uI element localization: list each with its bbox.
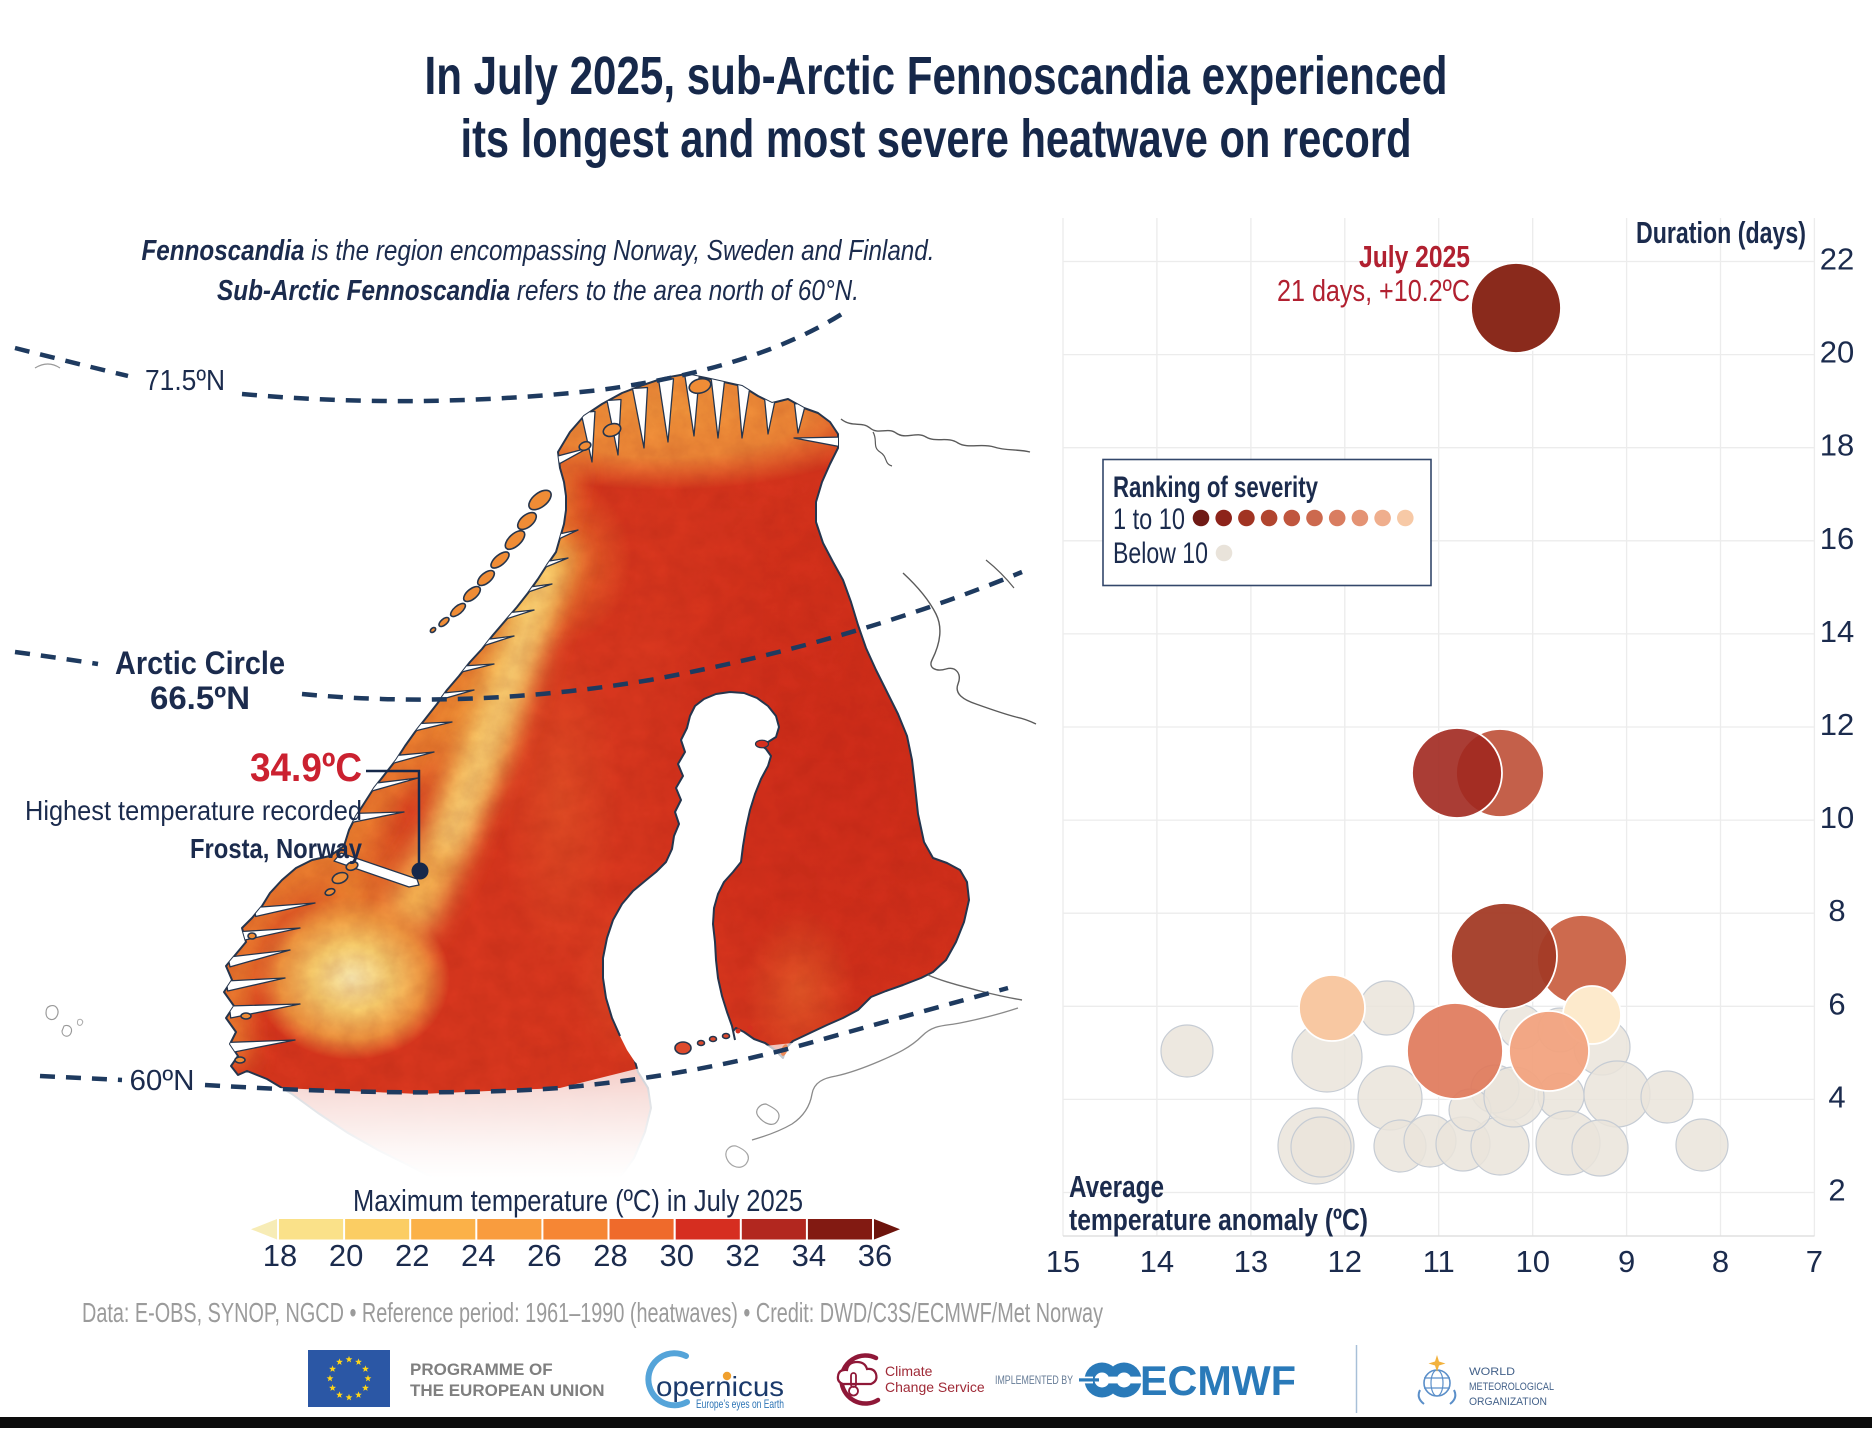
svg-text:PROGRAMME OF: PROGRAMME OF <box>410 1360 553 1379</box>
svg-text:71.5ºN: 71.5ºN <box>145 365 225 397</box>
svg-text:18: 18 <box>263 1238 297 1273</box>
svg-text:15: 15 <box>1046 1244 1080 1279</box>
svg-text:10: 10 <box>1515 1244 1549 1279</box>
svg-text:Fennoscandia is the region enc: Fennoscandia is the region encompassing … <box>142 235 935 267</box>
svg-text:Below 10: Below 10 <box>1113 537 1208 570</box>
svg-text:10: 10 <box>1820 800 1854 835</box>
svg-text:21 days, +10.2ºC: 21 days, +10.2ºC <box>1277 273 1470 308</box>
svg-text:IMPLEMENTED BY: IMPLEMENTED BY <box>995 1373 1073 1387</box>
svg-text:Sub-Arctic Fennoscandia refers: Sub-Arctic Fennoscandia refers to the ar… <box>217 275 859 307</box>
svg-text:Arctic Circle: Arctic Circle <box>115 645 285 681</box>
svg-text:Average: Average <box>1069 1169 1164 1204</box>
svg-text:20: 20 <box>329 1238 363 1273</box>
svg-text:18: 18 <box>1820 428 1854 463</box>
svg-text:temperature anomaly (ºC): temperature anomaly (ºC) <box>1069 1202 1368 1237</box>
svg-text:13: 13 <box>1234 1244 1268 1279</box>
svg-text:Duration (days): Duration (days) <box>1636 215 1806 250</box>
svg-text:30: 30 <box>659 1238 693 1273</box>
svg-text:Maximum temperature (ºC) in Ju: Maximum temperature (ºC) in July 2025 <box>353 1183 803 1218</box>
svg-text:14: 14 <box>1140 1244 1174 1279</box>
svg-text:its longest and most severe he: its longest and most severe heatwave on … <box>461 109 1412 169</box>
svg-text:Data: E-OBS, SYNOP, NGCD • Ref: Data: E-OBS, SYNOP, NGCD • Reference per… <box>82 1297 1103 1328</box>
svg-text:60ºN: 60ºN <box>130 1065 195 1097</box>
svg-text:26: 26 <box>527 1238 561 1273</box>
svg-text:2: 2 <box>1828 1173 1845 1208</box>
svg-text:In July 2025, sub-Arctic Fenno: In July 2025, sub-Arctic Fennoscandia ex… <box>425 46 1448 106</box>
svg-text:Frosta, Norway: Frosta, Norway <box>190 833 362 864</box>
svg-text:Europe’s eyes on Earth: Europe’s eyes on Earth <box>696 1397 784 1411</box>
svg-text:6: 6 <box>1828 986 1845 1021</box>
svg-text:11: 11 <box>1423 1244 1455 1279</box>
svg-text:34.9ºC: 34.9ºC <box>250 746 362 790</box>
svg-text:36: 36 <box>858 1238 892 1273</box>
svg-text:9: 9 <box>1618 1244 1635 1279</box>
svg-text:ECMWF: ECMWF <box>1140 1357 1296 1404</box>
svg-text:12: 12 <box>1820 707 1854 742</box>
svg-text:32: 32 <box>726 1238 760 1273</box>
svg-text:opernicus: opernicus <box>656 1371 784 1402</box>
svg-text:METEOROLOGICAL: METEOROLOGICAL <box>1469 1381 1554 1393</box>
svg-text:16: 16 <box>1820 521 1854 556</box>
svg-text:ORGANIZATION: ORGANIZATION <box>1469 1396 1547 1408</box>
svg-text:Change Service: Change Service <box>885 1379 985 1395</box>
svg-text:34: 34 <box>792 1238 826 1273</box>
svg-text:22: 22 <box>395 1238 429 1273</box>
svg-text:28: 28 <box>593 1238 627 1273</box>
svg-text:7: 7 <box>1806 1244 1823 1279</box>
svg-text:Ranking of severity: Ranking of severity <box>1113 471 1318 504</box>
svg-text:8: 8 <box>1712 1244 1729 1279</box>
svg-text:WORLD: WORLD <box>1469 1366 1515 1378</box>
svg-text:THE EUROPEAN UNION: THE EUROPEAN UNION <box>410 1381 605 1400</box>
svg-text:14: 14 <box>1820 614 1854 649</box>
svg-text:1 to 10: 1 to 10 <box>1113 503 1185 536</box>
svg-text:20: 20 <box>1820 335 1854 370</box>
svg-text:8: 8 <box>1828 893 1845 928</box>
svg-text:Climate: Climate <box>885 1363 933 1379</box>
svg-text:4: 4 <box>1828 1079 1845 1114</box>
svg-text:24: 24 <box>461 1238 495 1273</box>
svg-text:66.5ºN: 66.5ºN <box>150 680 250 716</box>
svg-text:Highest temperature recorded: Highest temperature recorded <box>25 795 362 826</box>
svg-text:July 2025: July 2025 <box>1359 239 1470 274</box>
svg-text:12: 12 <box>1328 1244 1362 1279</box>
svg-text:22: 22 <box>1820 242 1854 277</box>
